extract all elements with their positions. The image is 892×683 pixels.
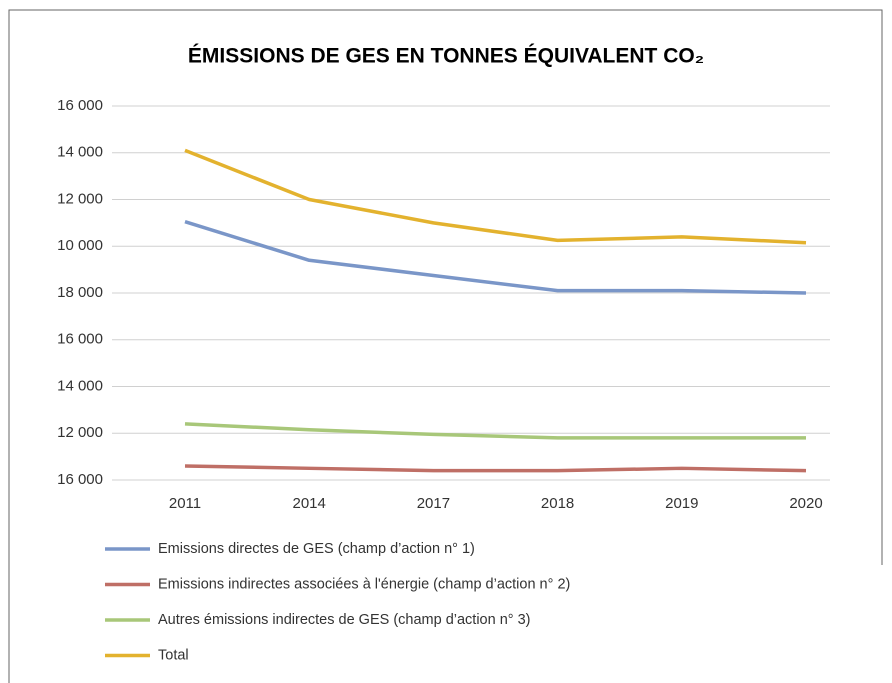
frame [8, 9, 883, 683]
x-tick-label: 2020 [789, 495, 822, 512]
y-tick-label: 12 000 [57, 424, 103, 441]
legend-label: Emissions indirectes associées à l'énerg… [158, 576, 570, 592]
x-tick-label: 2017 [417, 495, 450, 512]
y-tick-label: 18 000 [57, 284, 103, 301]
series-line [184, 148, 807, 245]
x-tick-label: 2019 [665, 495, 698, 512]
y-tick-label: 14 000 [57, 377, 103, 394]
y-tick-label: 16 000 [57, 471, 103, 488]
chart-title: ÉMISSIONS DE GES EN TONNES ÉQUIVALENT CO… [188, 45, 704, 68]
y-tick-label: 16 000 [57, 331, 103, 348]
y-tick-label: 14 000 [57, 144, 103, 161]
legend-label: Emissions directes de GES (champ d’actio… [158, 541, 475, 557]
legend-label: Total [158, 647, 189, 663]
y-tick-label: 10 000 [57, 237, 103, 254]
x-tick-label: 2014 [293, 495, 326, 512]
y-tick-label: 12 000 [57, 190, 103, 207]
y-tick-label: 16 000 [57, 97, 103, 114]
series-line [184, 464, 807, 473]
legend-label: Autres émissions indirectes de GES (cham… [158, 612, 531, 628]
x-tick-label: 2011 [169, 495, 201, 512]
series-line [184, 220, 807, 295]
x-tick-label: 2018 [541, 495, 574, 512]
series-line [184, 422, 806, 440]
